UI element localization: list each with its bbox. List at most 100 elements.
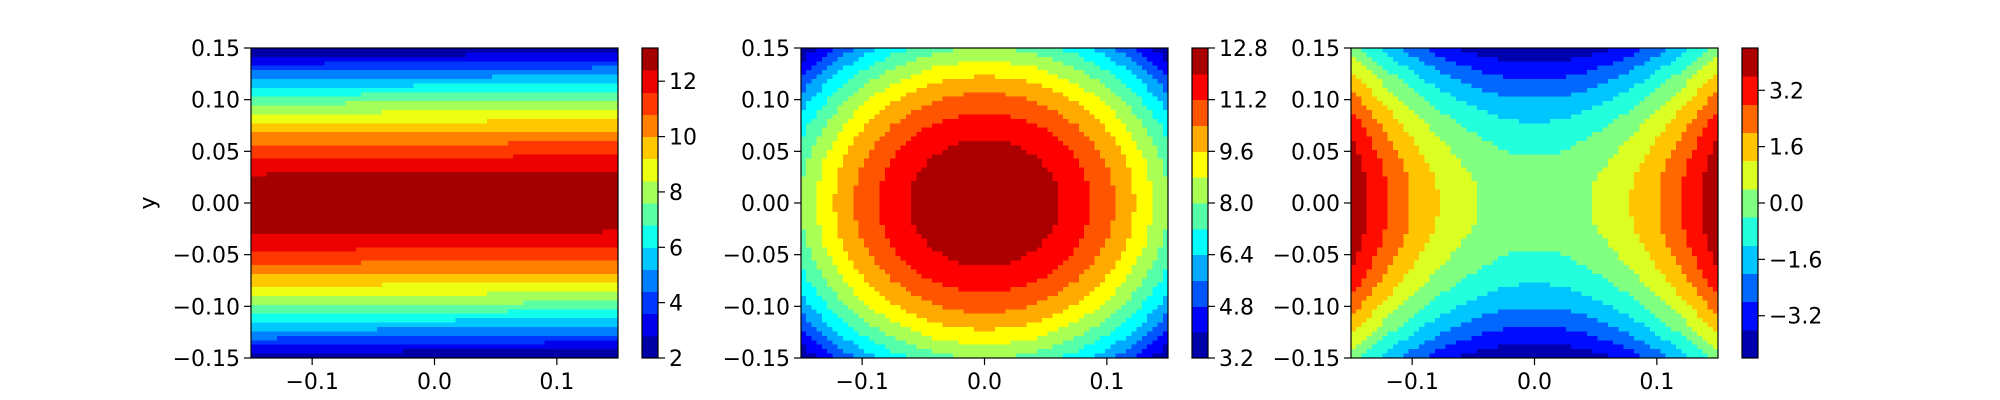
- contour-cell: [382, 327, 388, 333]
- contour-cell: [607, 211, 614, 217]
- contour-cell: [539, 56, 546, 62]
- contour-cell: [439, 225, 446, 231]
- contour-cell: [366, 225, 373, 231]
- contour-cell: [450, 234, 457, 240]
- contour-cell: [523, 300, 530, 306]
- contour-cell: [282, 340, 289, 346]
- contour-cell: [570, 340, 577, 346]
- contour-cell: [340, 256, 346, 262]
- contour-cell: [434, 340, 441, 346]
- contour-cell: [544, 265, 551, 271]
- contour-cell: [397, 220, 404, 226]
- contour-cell: [481, 176, 488, 182]
- contour-cell: [355, 56, 362, 62]
- contour-cell: [471, 180, 478, 186]
- contour-cell: [282, 176, 289, 182]
- contour-cell: [371, 229, 378, 235]
- contour-cell: [392, 136, 399, 142]
- contour-cell: [544, 127, 551, 133]
- contour-cell: [523, 203, 530, 209]
- contour-cell: [497, 247, 504, 253]
- contour-cell: [303, 180, 310, 186]
- contour-cell: [565, 304, 572, 310]
- contour-cell: [560, 154, 567, 160]
- contour-cell: [471, 127, 478, 133]
- contour-cell: [513, 335, 519, 341]
- contour-cell: [266, 101, 273, 107]
- contour-cell: [408, 48, 415, 54]
- contour-cell: [523, 87, 530, 93]
- contour-cell: [282, 238, 289, 244]
- contour-cell: [549, 127, 556, 133]
- contour-cell: [455, 287, 462, 293]
- contour-cell: [444, 296, 451, 302]
- contour-cell: [334, 141, 341, 147]
- contour-cell: [434, 123, 441, 129]
- contour-cell: [476, 194, 483, 200]
- contour-cell: [261, 278, 268, 284]
- contour-cell: [544, 318, 551, 324]
- contour-cell: [612, 189, 619, 195]
- contour-cell: [434, 238, 441, 244]
- contour-cell: [597, 127, 603, 133]
- contour-cell: [444, 273, 451, 279]
- contour-cell: [382, 114, 388, 120]
- contour-cell: [303, 265, 310, 271]
- contour-cell: [256, 282, 263, 288]
- contour-cell: [308, 87, 315, 93]
- contour-cell: [397, 101, 404, 107]
- contour-cell: [298, 180, 305, 186]
- contour-cell: [460, 61, 467, 67]
- contour-cell: [471, 132, 478, 138]
- contour-cell: [329, 105, 336, 111]
- contour-cell: [518, 247, 525, 253]
- contour-cell: [392, 79, 399, 85]
- contour-cell: [371, 158, 378, 164]
- contour-cell: [413, 256, 420, 262]
- contour-cell: [277, 198, 284, 204]
- contour-cell: [271, 256, 278, 262]
- contour-cell: [434, 167, 441, 173]
- contour-cell: [597, 234, 603, 240]
- contour-cell: [586, 238, 593, 244]
- contour-cell: [324, 242, 331, 248]
- contour-cell: [492, 154, 499, 160]
- contour-cell: [534, 260, 540, 266]
- colorbar-tick-label: 2: [669, 347, 683, 372]
- contour-cell: [502, 335, 509, 341]
- contour-cell: [465, 198, 472, 204]
- contour-cell: [434, 220, 441, 226]
- contour-cell: [382, 296, 388, 302]
- contour-cell: [340, 48, 346, 54]
- contour-cell: [513, 309, 519, 315]
- contour-cell: [492, 101, 499, 107]
- contour-cell: [544, 287, 551, 293]
- contour-cell: [486, 229, 493, 235]
- contour-cell: [429, 313, 436, 319]
- contour-cell: [271, 309, 278, 315]
- contour-cell: [502, 265, 509, 271]
- contour-cell: [366, 110, 373, 116]
- contour-cell: [413, 141, 420, 147]
- contour-cell: [429, 163, 436, 169]
- contour-cell: [345, 278, 352, 284]
- contour-cell: [418, 198, 425, 204]
- contour-cell: [597, 114, 603, 120]
- contour-cell: [497, 313, 504, 319]
- contour-cell: [497, 172, 504, 178]
- contour-cell: [271, 318, 278, 324]
- contour-cell: [424, 331, 430, 337]
- contour-cell: [313, 247, 320, 253]
- contour-cell: [444, 353, 451, 359]
- contour-cell: [534, 149, 540, 155]
- contour-cell: [366, 251, 373, 257]
- contour-cell: [801, 127, 807, 133]
- contour-cell: [492, 203, 499, 209]
- contour-cell: [266, 92, 273, 98]
- contour-cell: [444, 149, 451, 155]
- contour-cell: [408, 260, 415, 266]
- contour-cell: [528, 61, 535, 67]
- contour-cell: [471, 189, 478, 195]
- contour-cell: [277, 340, 284, 346]
- contour-cell: [261, 322, 268, 328]
